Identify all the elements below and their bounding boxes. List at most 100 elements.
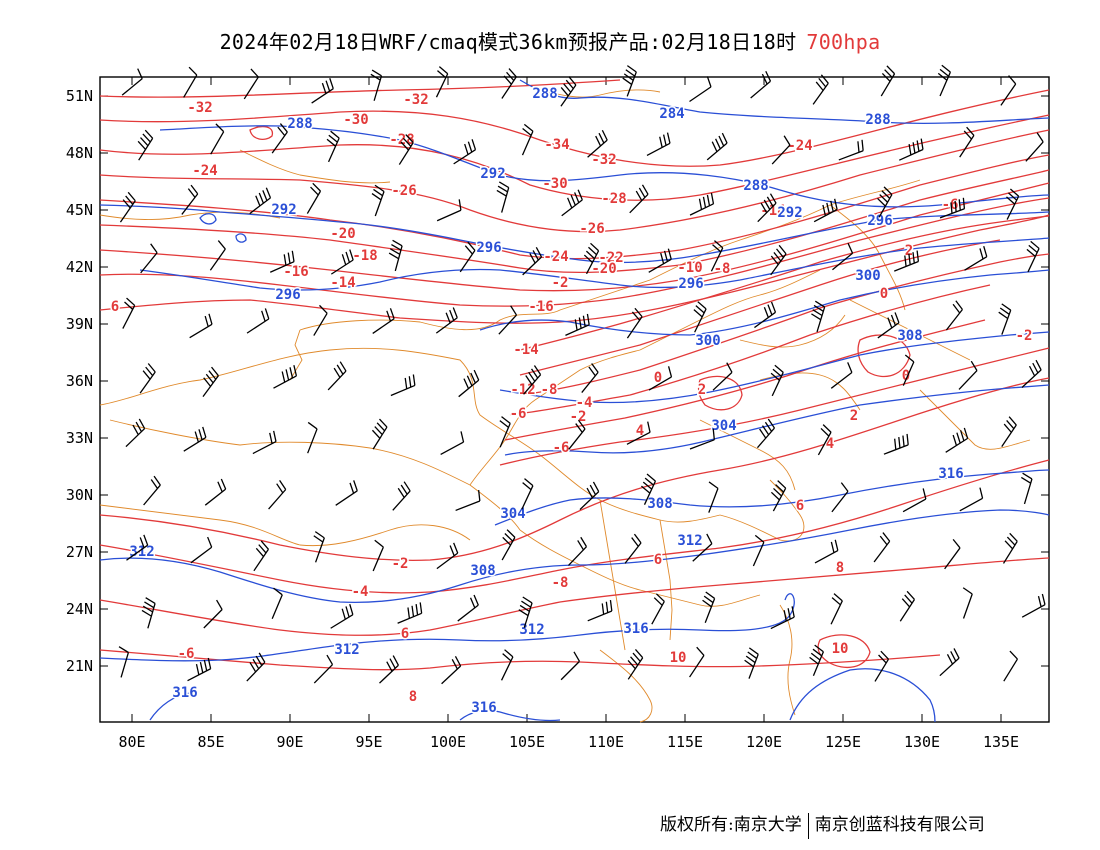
temperature-label: -4: [576, 395, 593, 411]
lat-tick-label: 51N: [66, 87, 93, 105]
lat-tick-label: 36N: [66, 372, 93, 390]
temperature-label: -8: [552, 575, 569, 591]
wind-barb-feather: [504, 533, 514, 542]
temperature-label: 0: [902, 368, 910, 384]
wind-barb-feather: [215, 123, 225, 133]
wind-barb-feather: [126, 297, 136, 306]
lat-tick-label: 39N: [66, 315, 93, 333]
wind-barb-feather: [568, 76, 577, 86]
wind-barb-feather: [598, 132, 605, 144]
wind-barb-feather: [567, 197, 573, 209]
wind-barb-feather: [252, 658, 260, 670]
isotherm-line: [99, 214, 1050, 324]
wind-barb-feather: [882, 532, 891, 542]
temperature-label: 0: [880, 286, 888, 302]
wind-barb-feather: [646, 473, 656, 482]
wind-barb-shaft: [436, 209, 462, 222]
height-label: 292: [271, 202, 296, 218]
wind-barb-shaft: [708, 488, 719, 513]
wind-barb-feather: [626, 65, 637, 73]
wind-barb-feather: [747, 651, 758, 659]
temperature-label: -8: [541, 382, 558, 398]
lon-tick-label: 125E: [825, 733, 861, 751]
wind-barb-shaft: [648, 376, 672, 391]
height-label: 316: [172, 685, 197, 701]
wind-barb-feather: [1003, 423, 1012, 433]
wind-barb-feather: [695, 305, 705, 314]
wind-barb-feather: [402, 137, 412, 147]
wind-barb-feather: [523, 123, 534, 132]
wind-barb-shaft: [692, 543, 713, 562]
wind-barb-feather: [374, 539, 384, 548]
wind-barb-feather: [518, 609, 529, 617]
wind-barb-feather: [937, 72, 948, 81]
wind-barb-feather: [886, 65, 896, 75]
wind-barb-shaft: [120, 652, 130, 678]
height-label: 288: [287, 116, 312, 132]
wind-barb-feather: [818, 77, 827, 88]
wind-barb-feather: [419, 602, 423, 614]
wind-barb-feather: [499, 420, 509, 428]
height-line: [99, 204, 1050, 264]
wind-barb-feather: [276, 483, 284, 494]
boundary-line: [599, 499, 626, 651]
wind-barb-feather: [497, 185, 508, 193]
wind-barb-feather: [627, 660, 636, 670]
wind-barb-feather: [696, 646, 705, 656]
wind-barb-feather: [1028, 365, 1036, 377]
boundary-line: [469, 349, 641, 486]
wind-barb-feather: [904, 594, 913, 604]
boundary-line: [539, 454, 721, 523]
wind-barb-feather: [195, 663, 200, 675]
wind-barb-feather: [124, 301, 134, 310]
wind-barb-feather: [326, 654, 334, 665]
wind-barb-feather: [203, 659, 208, 671]
wind-barb-feather: [791, 606, 795, 618]
wind-barb-feather: [857, 141, 860, 153]
wind-barb-feather: [894, 438, 897, 450]
height-line: [519, 79, 1050, 124]
wind-barb-feather: [861, 139, 864, 151]
lon-tick-label: 90E: [276, 733, 303, 751]
wind-barb-feather: [586, 487, 593, 499]
boundary-line: [99, 504, 471, 547]
wind-barb-feather: [560, 86, 569, 97]
wind-barb-feather: [321, 82, 327, 94]
wind-barb-feather: [508, 68, 517, 78]
wind-barb-feather: [460, 431, 465, 443]
temperature-label: -2: [392, 556, 409, 572]
wind-barb-feather: [575, 423, 583, 433]
temperature-label: -16: [283, 264, 308, 280]
wind-barb-feather: [601, 129, 608, 141]
wind-barb-feather: [1001, 303, 1012, 311]
wind-barb-feather: [777, 480, 787, 489]
wind-barb-feather: [386, 661, 393, 672]
height-line: [159, 125, 1050, 208]
wind-barb-feather: [577, 189, 583, 201]
wind-barb-feather: [458, 199, 462, 211]
wind-barb-feather: [190, 184, 199, 195]
wind-barb-feather: [144, 601, 155, 609]
wind-barb-feather: [726, 362, 733, 373]
wind-barb-feather: [710, 192, 715, 204]
wind-barb-feather: [847, 362, 853, 373]
wind-barb-feather: [211, 366, 219, 377]
wind-barb-shaft: [271, 594, 283, 620]
wind-barb-feather: [776, 248, 784, 258]
title-level: 700hpa: [806, 30, 881, 54]
wind-barb-feather: [1030, 240, 1040, 249]
wind-barb-feather: [281, 371, 286, 383]
wind-barb-feather: [916, 140, 920, 152]
wind-barb-feather: [706, 533, 713, 544]
wind-barb-feather: [1004, 540, 1014, 550]
wind-barb-feather: [939, 68, 950, 77]
wind-barb-feather: [812, 648, 823, 657]
wind-barb-feather: [979, 487, 984, 499]
wind-barb-feather: [950, 651, 957, 662]
wind-barb-feather: [633, 533, 642, 544]
wind-barb-feather: [767, 418, 776, 429]
wind-barb-feather: [1041, 593, 1046, 605]
wind-barb-feather: [912, 252, 915, 264]
wind-barb-feather: [139, 537, 145, 548]
wind-barb-feather: [834, 539, 839, 551]
